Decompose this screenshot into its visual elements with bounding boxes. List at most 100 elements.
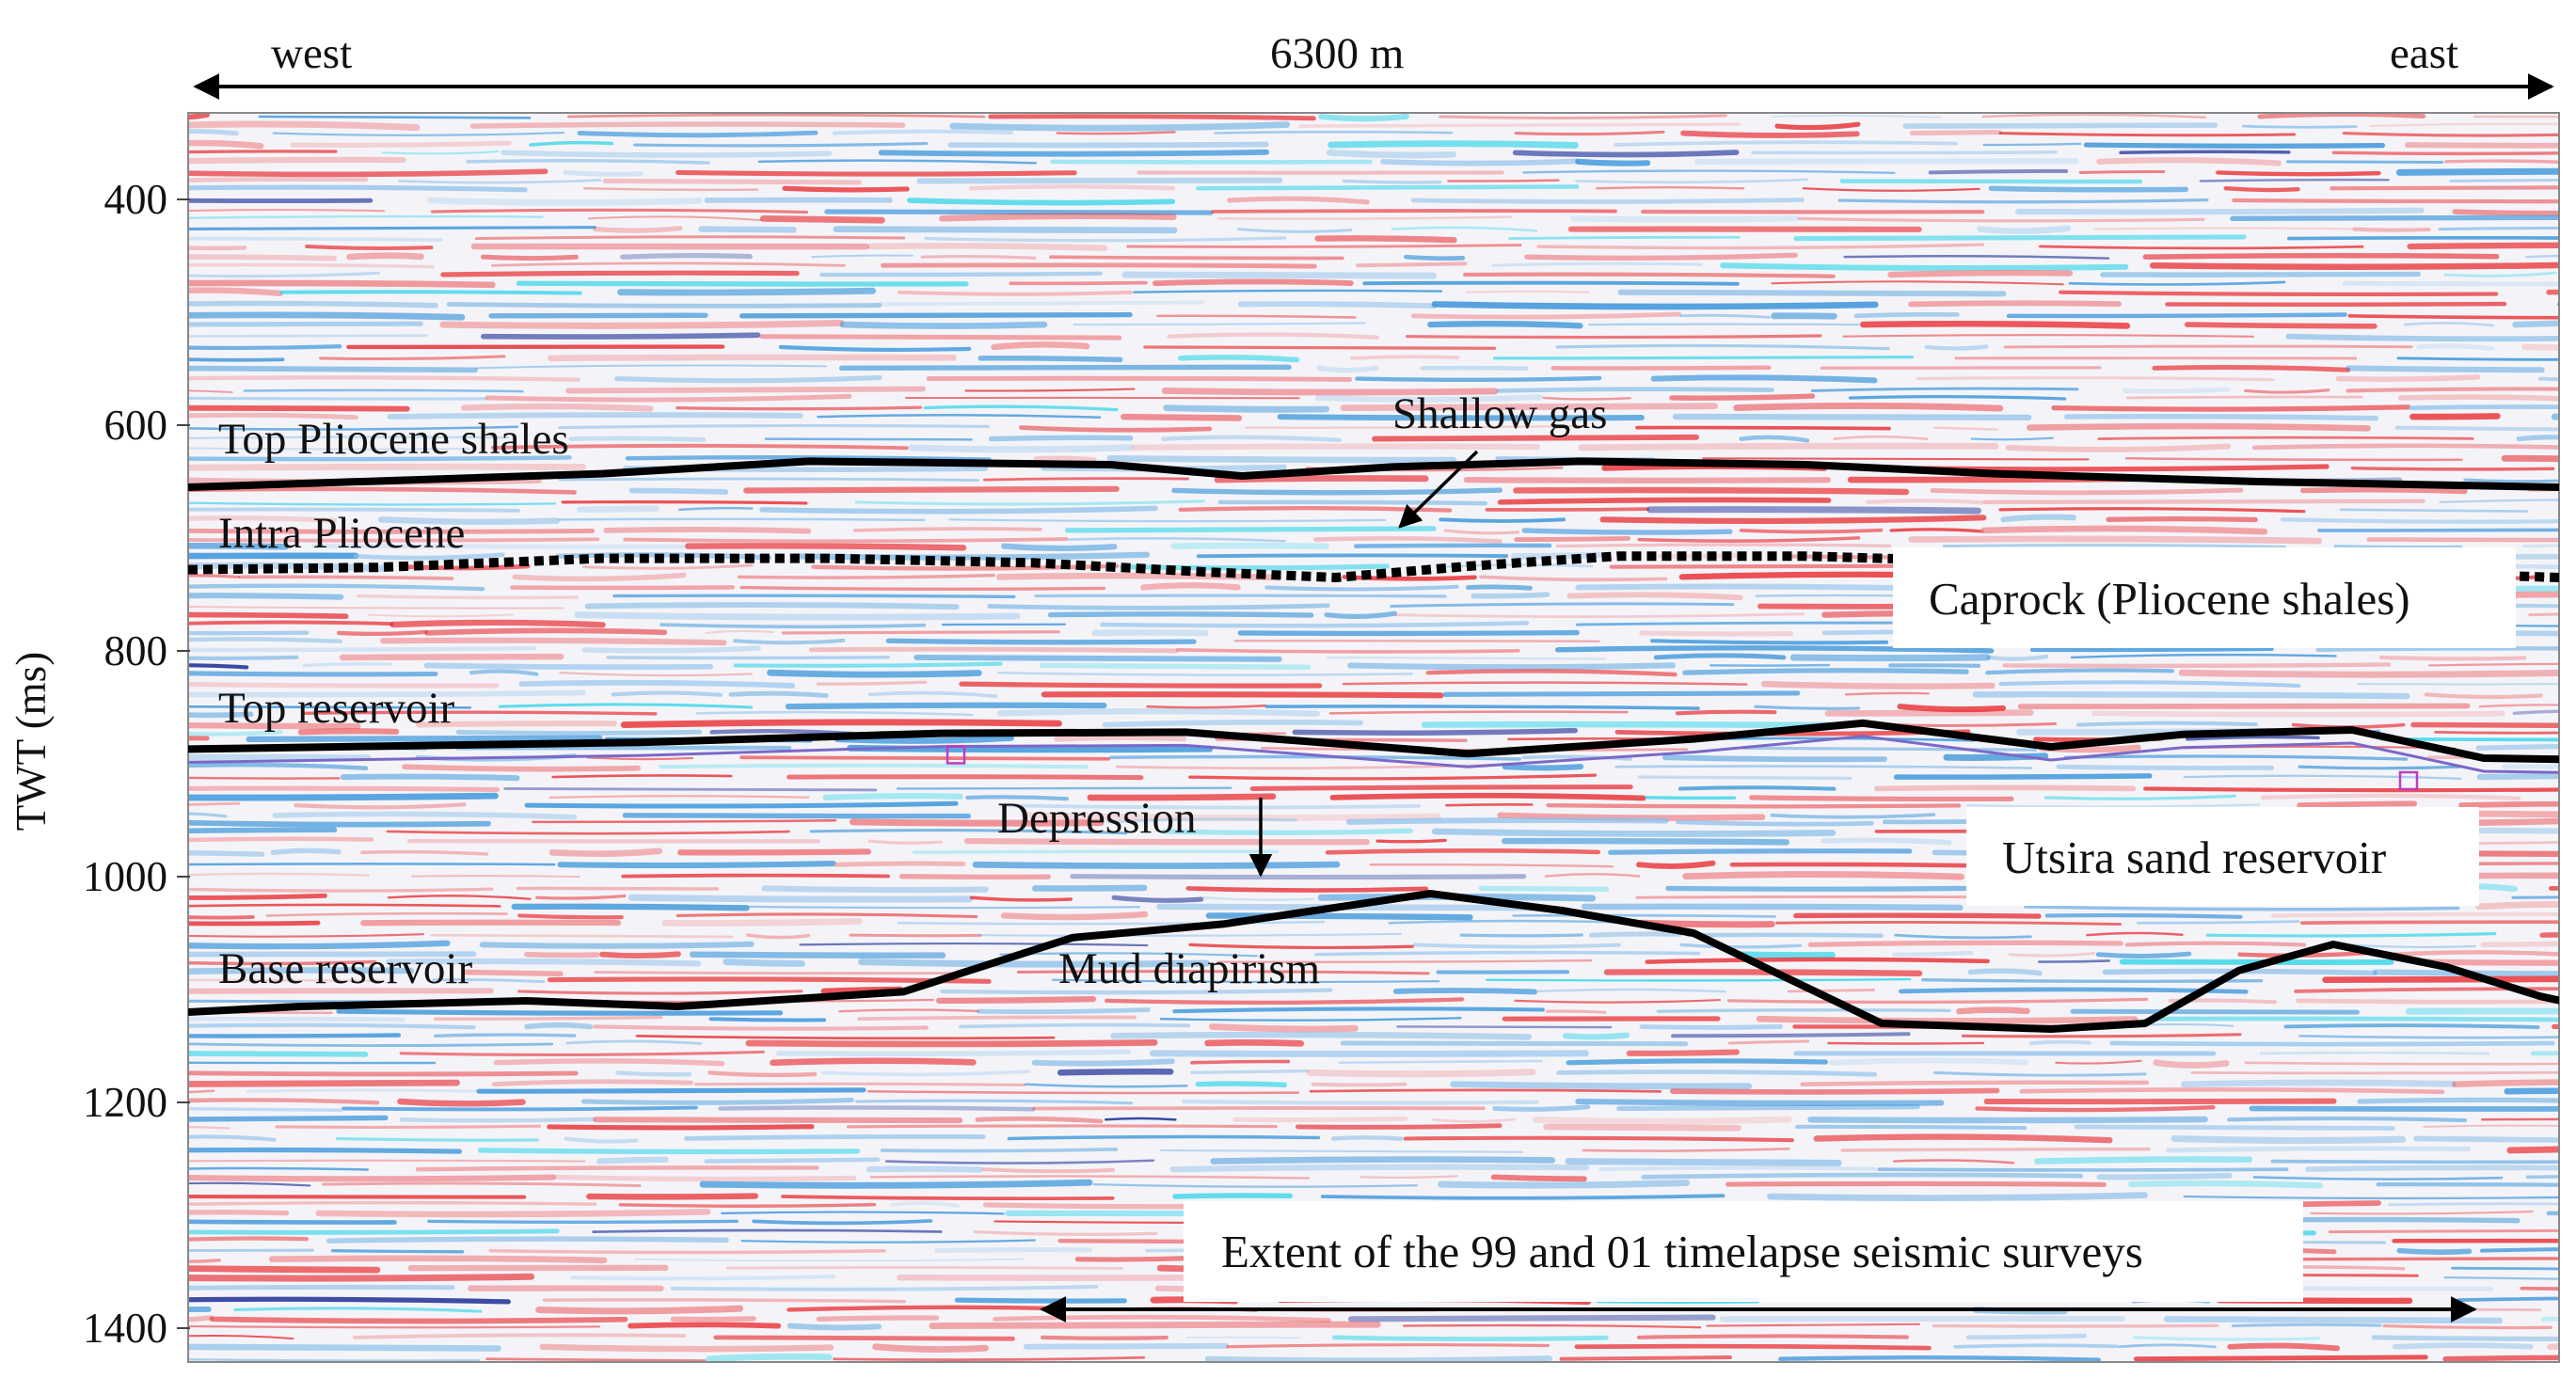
reflector-stripe xyxy=(1358,263,1465,265)
reflector-stripe xyxy=(443,273,797,275)
reflector-stripe xyxy=(1446,804,1532,805)
reflector-stripe xyxy=(1547,1011,1605,1012)
reflector-stripe xyxy=(2099,437,2473,438)
reflector-stripe xyxy=(151,648,534,650)
reflector-stripe xyxy=(1415,944,1619,946)
reflector-stripe xyxy=(848,1126,1276,1127)
reflector-stripe xyxy=(703,1182,1089,1185)
reflector-stripe xyxy=(2131,1183,2319,1185)
reflector-stripe xyxy=(2073,1011,2357,1012)
reflector-stripe xyxy=(2184,1083,2453,1085)
reflector-stripe xyxy=(1771,1196,2145,1198)
reflector-stripe xyxy=(1729,1041,1808,1043)
reflector-stripe xyxy=(1481,888,1606,889)
reflector-stripe xyxy=(400,1101,522,1103)
reflector-stripe xyxy=(2393,952,2568,955)
reflector-stripe xyxy=(1473,594,1547,596)
reflector-stripe xyxy=(1846,693,1929,694)
reflector-stripe xyxy=(1611,851,1910,853)
reflector-stripe xyxy=(1900,706,2003,709)
y-tick-label: 800 xyxy=(104,627,168,674)
reflector-stripe xyxy=(888,641,1194,642)
reflector-stripe xyxy=(2167,304,2504,305)
reflector-stripe xyxy=(1527,255,1795,258)
reflector-stripe xyxy=(430,200,699,203)
reflector-stripe xyxy=(1357,378,1599,380)
reflector-stripe xyxy=(1810,1119,2204,1120)
reflector-stripe xyxy=(319,1212,708,1214)
reflector-stripe xyxy=(1642,1026,1781,1027)
reflector-stripe xyxy=(1744,748,2036,750)
reflector-stripe xyxy=(1723,265,2125,268)
reflector-stripe xyxy=(481,1150,858,1151)
reflector-stripe xyxy=(1955,1345,2116,1347)
reflector-stripe xyxy=(151,115,207,118)
reflector-stripe xyxy=(876,1347,986,1350)
reflector-stripe xyxy=(631,897,969,899)
reflector-stripe xyxy=(151,923,318,924)
reflector-stripe xyxy=(1356,546,1550,547)
reflector-stripe xyxy=(1145,347,1495,348)
reflector-stripe xyxy=(1467,292,1588,293)
reflector-stripe xyxy=(2445,1357,2576,1359)
reflector-stripe xyxy=(749,907,1139,908)
reflector-stripe xyxy=(1890,665,1979,666)
reflector-stripe xyxy=(1970,971,2040,973)
reflector-stripe xyxy=(552,851,660,854)
reflector-stripe xyxy=(2182,672,2576,675)
reflector-stripe xyxy=(1350,665,1673,667)
reflector-stripe xyxy=(494,1082,692,1085)
reflector-stripe xyxy=(432,935,732,937)
reflector-stripe xyxy=(2127,397,2361,398)
reflector-stripe xyxy=(2550,1344,2576,1346)
label-base-reservoir: Base reservoir xyxy=(218,944,472,993)
reflector-stripe xyxy=(1329,152,1453,155)
reflector-stripe xyxy=(1683,134,1857,135)
reflector-stripe xyxy=(932,1324,1377,1325)
reflector-stripe xyxy=(1828,1043,1983,1044)
reflector-stripe xyxy=(1334,1338,1606,1339)
reflector-stripe xyxy=(1637,428,1889,429)
reflector-stripe xyxy=(1894,953,1971,955)
reflector-stripe xyxy=(2192,1072,2576,1073)
reflector-stripe xyxy=(980,358,1120,360)
reflector-stripe xyxy=(151,346,340,348)
reflector-stripe xyxy=(696,1084,1025,1085)
reflector-stripe xyxy=(1856,314,1957,316)
reflector-stripe xyxy=(1430,324,1580,325)
reflector-stripe xyxy=(2078,723,2256,725)
reflector-stripe xyxy=(2003,517,2074,520)
utsira-label: Utsira sand reservoir xyxy=(2002,832,2386,883)
reflector-stripe xyxy=(1010,283,1146,284)
reflector-stripe xyxy=(2524,545,2576,547)
reflector-stripe xyxy=(2021,706,2468,707)
reflector-stripe xyxy=(910,200,1173,203)
reflector-stripe xyxy=(1639,1336,1907,1338)
reflector-stripe xyxy=(151,796,496,798)
reflector-stripe xyxy=(2145,788,2576,790)
reflector-stripe xyxy=(1424,724,1827,725)
reflector-stripe xyxy=(1241,304,1434,306)
reflector-stripe xyxy=(692,955,943,956)
reflector-stripe xyxy=(2155,368,2348,371)
reflector-stripe xyxy=(1331,144,1576,146)
reflector-stripe xyxy=(746,489,1117,491)
reflector-stripe xyxy=(151,228,595,230)
reflector-stripe xyxy=(260,117,530,118)
reflector-stripe xyxy=(329,1239,726,1241)
reflector-stripe xyxy=(1797,1127,2025,1128)
reflector-stripe xyxy=(1036,595,1445,596)
reflector-stripe xyxy=(1603,517,1984,521)
reflector-stripe xyxy=(1656,656,1784,657)
reflector-stripe xyxy=(2246,1063,2576,1064)
reflector-stripe xyxy=(2022,1089,2442,1091)
reflector-stripe xyxy=(991,437,1130,438)
reflector-stripe xyxy=(1407,336,1821,338)
reflector-stripe xyxy=(527,955,597,956)
reflector-stripe xyxy=(599,1160,665,1162)
reflector-stripe xyxy=(2408,145,2576,146)
reflector-stripe xyxy=(1441,1182,1687,1185)
reflector-stripe xyxy=(2395,1345,2531,1347)
reflector-stripe xyxy=(2558,304,2576,305)
